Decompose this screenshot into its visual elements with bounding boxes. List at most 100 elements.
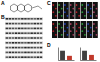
- blot-band: [18, 23, 21, 25]
- blot-band: [6, 37, 9, 39]
- blot-strip: [5, 22, 43, 26]
- bar: [60, 51, 65, 60]
- blot-band: [34, 28, 37, 30]
- panel-label: A: [1, 0, 5, 6]
- image-tile: [52, 2, 57, 19]
- image-tile: [64, 21, 69, 38]
- image-tile: [87, 21, 92, 38]
- blot-band: [34, 47, 37, 49]
- blot-band: [27, 23, 30, 25]
- cell-signal: [64, 11, 66, 13]
- blot-band: [37, 47, 40, 49]
- blot-band: [34, 18, 37, 20]
- blot-band: [18, 56, 21, 58]
- blot-band: [34, 23, 37, 25]
- cell-signal: [61, 8, 63, 10]
- blot-band: [30, 47, 33, 49]
- image-tile: [75, 2, 80, 19]
- cell-signal: [84, 34, 86, 36]
- cell-signal: [87, 30, 89, 32]
- fluorescence-grid: [52, 2, 98, 38]
- cell-signal: [78, 15, 80, 17]
- blot-band: [18, 28, 21, 30]
- panel-label: C: [47, 0, 51, 6]
- image-tile: [69, 21, 74, 38]
- image-tile: [64, 2, 69, 19]
- blot-band: [24, 18, 27, 20]
- blot-band: [40, 56, 43, 58]
- blot-band: [21, 56, 24, 58]
- ring: [25, 4, 32, 12]
- blot-band: [6, 32, 9, 34]
- blot-band: [34, 56, 37, 58]
- blot-band: [9, 28, 12, 30]
- cell-signal: [81, 11, 83, 13]
- blot-band: [12, 18, 15, 20]
- cell-signal: [96, 15, 98, 17]
- blot-band: [37, 32, 40, 34]
- cell-signal: [84, 8, 86, 10]
- blot-band: [15, 56, 18, 58]
- bar-chart: [81, 48, 97, 61]
- blot-band: [12, 32, 15, 34]
- blot-band: [40, 52, 43, 54]
- cell-signal: [61, 15, 63, 17]
- western-blot: [5, 17, 43, 59]
- blot-strip: [5, 46, 43, 50]
- blot-band: [6, 28, 9, 30]
- cell-signal: [90, 27, 92, 29]
- cell-signal: [78, 27, 80, 29]
- bar: [89, 55, 94, 60]
- cell-signal: [93, 23, 95, 25]
- cell-signal: [64, 23, 66, 25]
- x-axis: [81, 60, 97, 62]
- blot-band: [18, 37, 21, 39]
- blot-band: [21, 37, 24, 39]
- cell-signal: [55, 15, 57, 17]
- cell-signal: [90, 15, 92, 17]
- cell-signal: [67, 27, 69, 29]
- blot-band: [12, 52, 15, 54]
- cell-signal: [61, 27, 63, 29]
- ring: [11, 4, 18, 12]
- blot-band: [9, 23, 12, 25]
- blot-band: [12, 37, 15, 39]
- blot-band: [18, 42, 21, 44]
- blot-band: [15, 42, 18, 44]
- blot-band: [27, 32, 30, 34]
- cell-signal: [55, 8, 57, 10]
- cell-signal: [58, 11, 60, 13]
- blot-strip: [5, 55, 43, 59]
- blot-band: [9, 47, 12, 49]
- blot-band: [24, 23, 27, 25]
- cell-signal: [76, 23, 78, 25]
- cell-signal: [78, 8, 80, 10]
- cell-signal: [72, 27, 74, 29]
- blot-strip: [5, 31, 43, 35]
- cell-signal: [81, 4, 83, 6]
- image-tile: [52, 21, 57, 38]
- cell-signal: [93, 11, 95, 13]
- blot-band: [37, 28, 40, 30]
- blot-band: [40, 32, 43, 34]
- cell-signal: [90, 34, 92, 36]
- bar: [67, 56, 72, 60]
- blot-band: [9, 37, 12, 39]
- blot-band: [24, 42, 27, 44]
- blot-band: [30, 28, 33, 30]
- cell-signal: [90, 8, 92, 10]
- image-tile: [69, 2, 74, 19]
- blot-band: [15, 52, 18, 54]
- cell-signal: [64, 4, 66, 6]
- blot-band: [15, 37, 18, 39]
- cell-signal: [64, 30, 66, 32]
- bar: [82, 51, 87, 60]
- blot-band: [34, 37, 37, 39]
- cell-signal: [93, 30, 95, 32]
- blot-band: [37, 23, 40, 25]
- blot-band: [21, 23, 24, 25]
- figure: ABCD: [0, 0, 100, 62]
- blot-band: [18, 52, 21, 54]
- cell-signal: [70, 11, 72, 13]
- blot-band: [34, 32, 37, 34]
